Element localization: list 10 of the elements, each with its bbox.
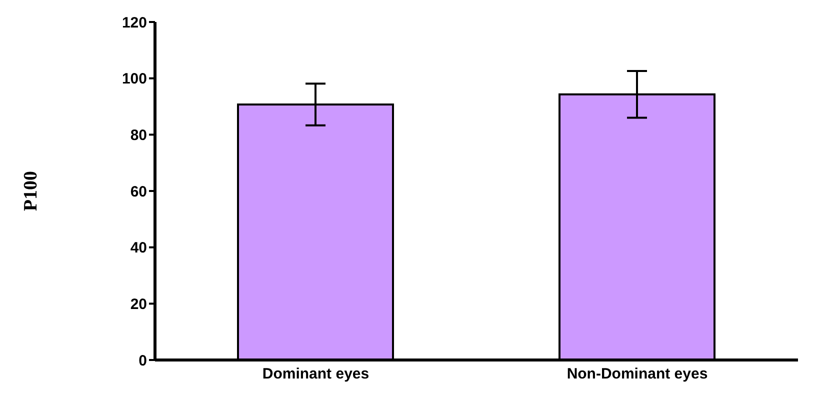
y-tick-label: 60	[130, 183, 147, 200]
x-tick-label: Dominant eyes	[262, 366, 370, 383]
x-tick-label: Non-Dominant eyes	[566, 366, 708, 383]
y-tick-label: 40	[130, 240, 147, 257]
y-axis-title: P100	[20, 170, 42, 212]
y-tick-label: 120	[122, 14, 147, 32]
y-tick-label: 20	[130, 296, 147, 313]
y-tick-label: 100	[122, 70, 147, 88]
y-tick-label: 0	[138, 352, 147, 370]
y-tick-label: 80	[130, 126, 147, 144]
